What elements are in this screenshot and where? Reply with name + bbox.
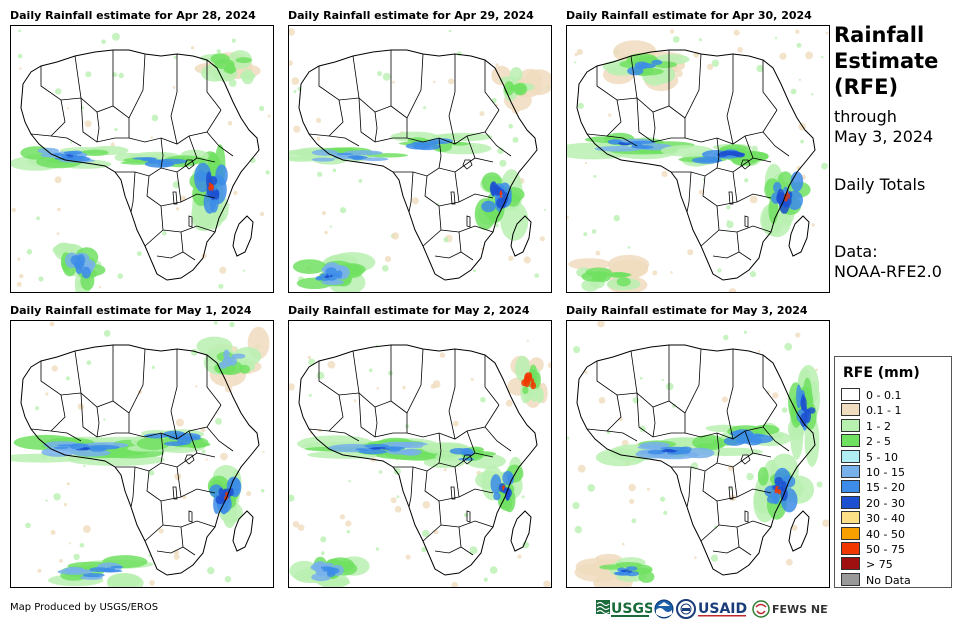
- usaid-logo: USAID: [698, 598, 750, 624]
- legend-swatch: [841, 495, 860, 509]
- through-date: May 3, 2024: [834, 127, 934, 146]
- through-label: through: [834, 107, 897, 126]
- legend-item: No Data: [841, 572, 911, 588]
- rainfall-map-may2: [288, 320, 552, 588]
- legend-label: 30 - 40: [866, 512, 905, 526]
- legend-label: 40 - 50: [866, 527, 905, 541]
- legend-swatch: [841, 388, 860, 401]
- main-title-line2: Estimate: [834, 49, 939, 73]
- legend-label: 0.1 - 1: [866, 404, 902, 418]
- panel-title-may2: Daily Rainfall estimate for May 2, 2024: [288, 304, 530, 317]
- panel-title-apr28: Daily Rainfall estimate for Apr 28, 2024: [10, 9, 256, 22]
- rainfall-map-may1: [10, 320, 274, 588]
- data-source: NOAA-RFE2.0: [834, 262, 942, 281]
- main-title-line3: (RFE): [834, 75, 899, 99]
- legend-label: > 75: [866, 558, 893, 572]
- legend-label: 2 - 5: [866, 435, 891, 449]
- rainfall-map-apr29: [288, 25, 552, 293]
- main-title-line1: Rainfall: [834, 23, 925, 47]
- legend-label: No Data: [866, 573, 911, 587]
- rainfall-map-apr30: [566, 25, 830, 293]
- legend-item: 2 - 5: [841, 434, 891, 449]
- map-credit: Map Produced by USGS/EROS: [10, 602, 159, 613]
- fews-logo: FEWS NET: [752, 598, 836, 624]
- usgs-logo-text: USGS: [611, 601, 652, 617]
- legend-item: 30 - 40: [841, 511, 905, 526]
- legend-label: 10 - 15: [866, 466, 905, 479]
- legend-swatch: [841, 418, 860, 432]
- legend-item: 20 - 30: [841, 495, 905, 511]
- panel-title-apr29: Daily Rainfall estimate for Apr 29, 2024: [288, 9, 534, 22]
- legend-item: 15 - 20: [841, 480, 905, 495]
- legend-label: 1 - 2: [866, 419, 891, 433]
- legend-title: RFE (mm): [843, 365, 920, 381]
- legend-label: 5 - 10: [866, 450, 898, 464]
- panel-title-apr30: Daily Rainfall estimate for Apr 30, 2024: [566, 9, 812, 22]
- legend-item: 50 - 75: [841, 542, 905, 557]
- legend-swatch: [841, 465, 860, 478]
- legend-label: 0 - 0.1: [866, 389, 902, 402]
- legend-item: 1 - 2: [841, 418, 891, 434]
- legend-swatch: [841, 526, 860, 540]
- panel-title-may3: Daily Rainfall estimate for May 3, 2024: [566, 304, 808, 317]
- legend-swatch: [841, 572, 860, 586]
- legend-item: 40 - 50: [841, 526, 905, 542]
- period-label: Daily Totals: [834, 175, 926, 194]
- rainfall-map-may3: [566, 320, 830, 588]
- legend-swatch: [841, 403, 860, 417]
- rainfall-map-apr28: [10, 25, 274, 293]
- legend-item: 5 - 10: [841, 449, 898, 465]
- panel-title-may1: Daily Rainfall estimate for May 1, 2024: [10, 304, 252, 317]
- legend-label: 20 - 30: [866, 496, 905, 510]
- legend-label: 50 - 75: [866, 543, 905, 556]
- legend-swatch: [841, 511, 860, 525]
- legend-swatch: [841, 434, 860, 448]
- legend-swatch: [841, 542, 860, 555]
- usaid-logo-text: USAID: [698, 601, 747, 617]
- legend-swatch: [841, 557, 860, 571]
- legend-swatch: [841, 480, 860, 494]
- noaa-logo-icon: [654, 598, 674, 624]
- legend-item: > 75: [841, 557, 893, 572]
- legend-swatch: [841, 449, 860, 463]
- main-title: Rainfall Estimate (RFE): [834, 22, 938, 100]
- usgs-logo: USGS: [596, 598, 654, 624]
- legend-item: 0 - 0.1: [841, 388, 901, 403]
- seal-logo-icon: [676, 598, 696, 624]
- fews-logo-text: FEWS NET: [772, 603, 828, 616]
- legend-item: 10 - 15: [841, 465, 905, 480]
- legend-item: 0.1 - 1: [841, 403, 901, 418]
- legend-label: 15 - 20: [866, 481, 905, 495]
- data-label: Data:: [834, 242, 878, 261]
